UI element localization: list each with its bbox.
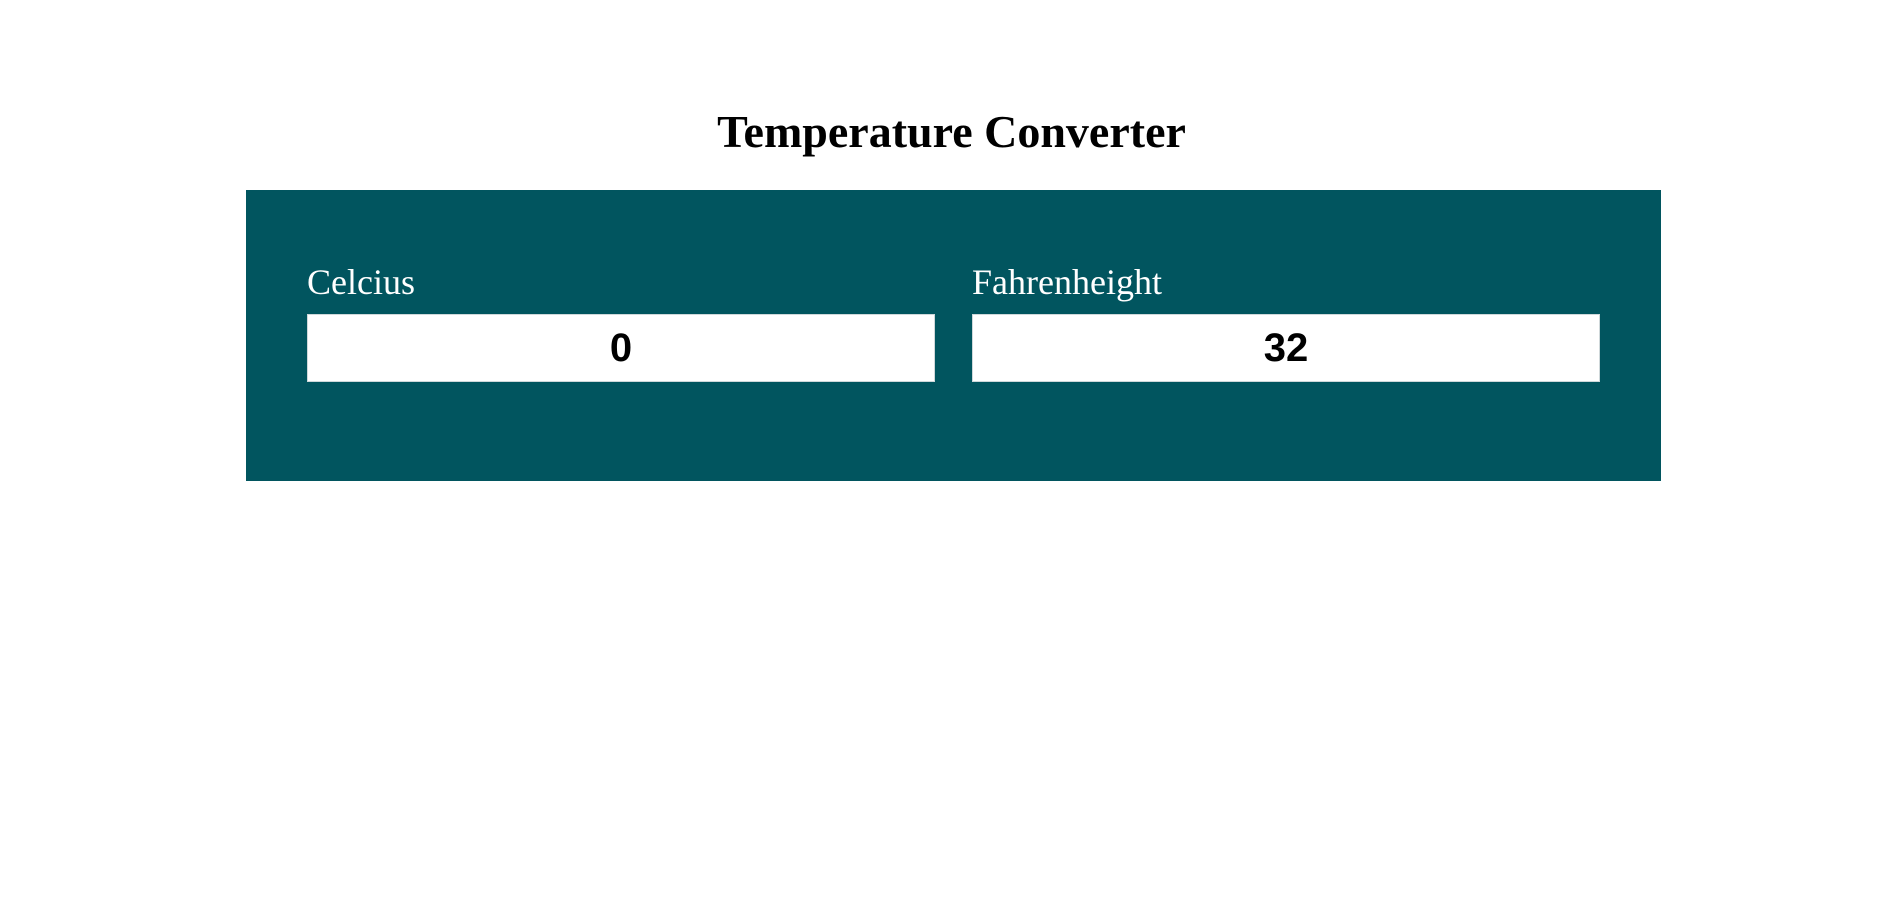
page-title: Temperature Converter	[717, 106, 1186, 157]
celsius-label: Celcius	[307, 262, 415, 302]
celsius-field-group: Celcius	[307, 262, 935, 382]
celsius-input[interactable]	[307, 314, 935, 382]
fahrenheit-field-group: Fahrenheight	[972, 262, 1600, 382]
converter-panel: Celcius Fahrenheight	[246, 190, 1661, 481]
fahrenheit-input[interactable]	[972, 314, 1600, 382]
fahrenheit-label: Fahrenheight	[972, 262, 1162, 302]
